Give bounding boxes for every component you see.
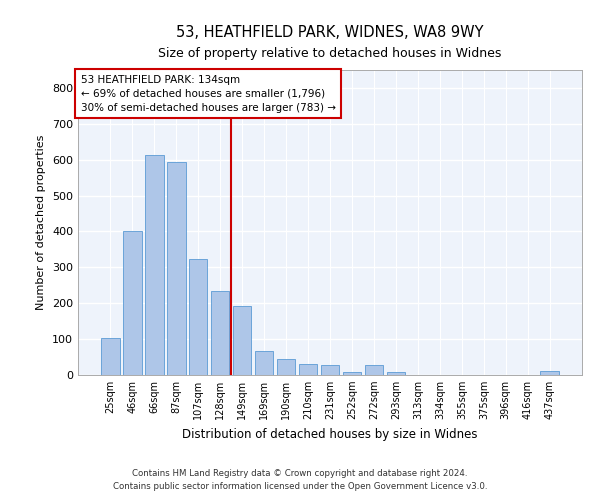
Bar [343, 372, 361, 375]
Bar [167, 162, 185, 375]
Bar [123, 232, 142, 375]
Text: Size of property relative to detached houses in Widnes: Size of property relative to detached ho… [158, 48, 502, 60]
Y-axis label: Number of detached properties: Number of detached properties [37, 135, 46, 310]
Bar [541, 372, 559, 375]
Text: Contains HM Land Registry data © Crown copyright and database right 2024.: Contains HM Land Registry data © Crown c… [132, 468, 468, 477]
Text: Contains public sector information licensed under the Open Government Licence v3: Contains public sector information licen… [113, 482, 487, 491]
Bar [320, 366, 340, 375]
Bar [211, 290, 229, 375]
Bar [189, 259, 208, 375]
Bar [255, 350, 274, 375]
X-axis label: Distribution of detached houses by size in Widnes: Distribution of detached houses by size … [182, 428, 478, 440]
Bar [386, 372, 405, 375]
Bar [101, 338, 119, 375]
Bar [299, 364, 317, 375]
Bar [145, 154, 164, 375]
Bar [233, 306, 251, 375]
Bar [277, 359, 295, 375]
Text: 53, HEATHFIELD PARK, WIDNES, WA8 9WY: 53, HEATHFIELD PARK, WIDNES, WA8 9WY [176, 25, 484, 40]
Bar [365, 365, 383, 375]
Text: 53 HEATHFIELD PARK: 134sqm
← 69% of detached houses are smaller (1,796)
30% of s: 53 HEATHFIELD PARK: 134sqm ← 69% of deta… [80, 74, 335, 112]
